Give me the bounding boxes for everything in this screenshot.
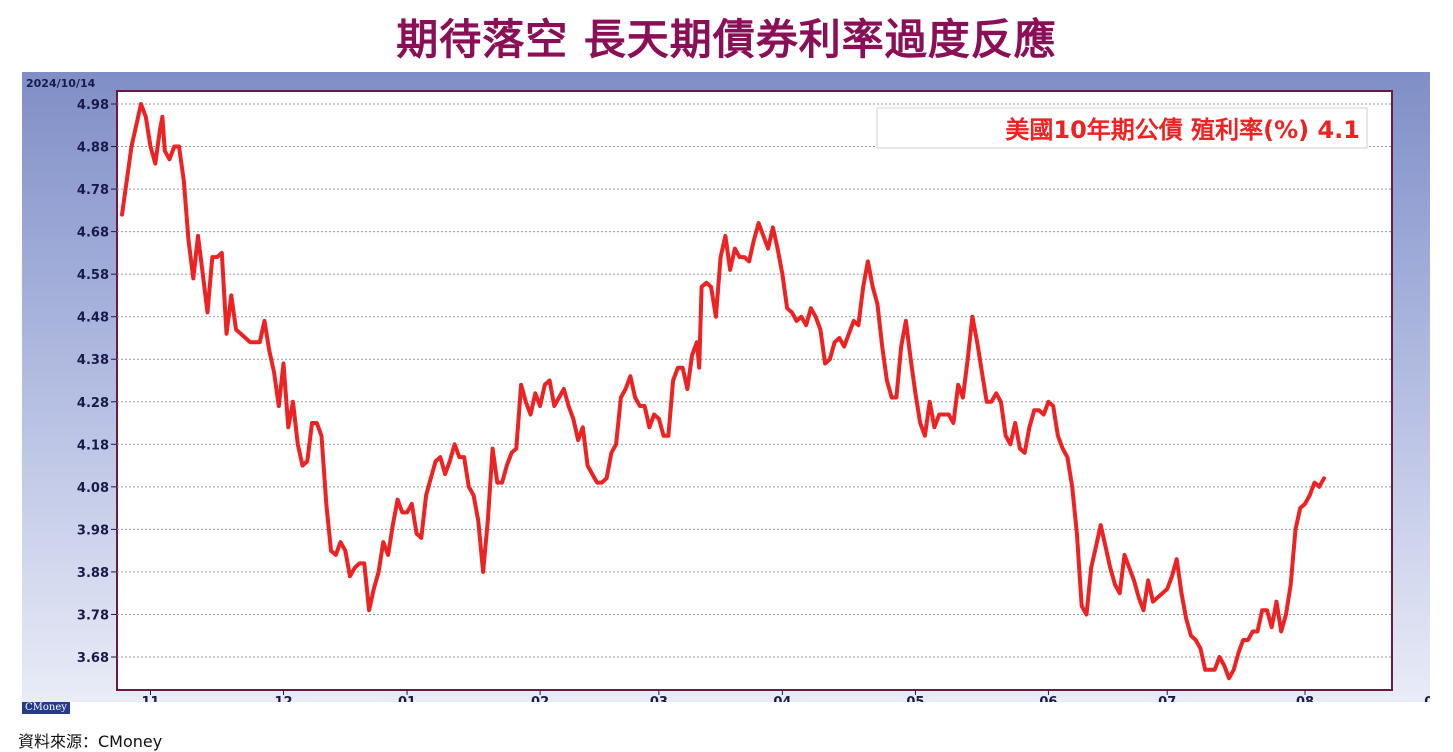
y-tick-label-2: 4.78 <box>77 183 109 198</box>
series-line <box>120 102 1326 681</box>
cmoney-watermark: CMoney <box>22 702 70 714</box>
x-tick-label-1: 12 <box>274 695 292 702</box>
x-tick-label-7: 06 <box>1039 695 1057 702</box>
y-tick-label-7: 4.28 <box>77 396 109 411</box>
y-tick-label-3: 4.68 <box>77 226 109 241</box>
x-tick-label-4: 03 <box>650 695 668 702</box>
y-tick-label-10: 3.98 <box>77 523 109 538</box>
y-tick-label-12: 3.78 <box>77 608 109 623</box>
x-tick-label-3: 02 <box>531 695 549 702</box>
x-tick-label-0: 11 <box>141 695 159 702</box>
x-axis: 1112012024020304050607080910 <box>141 690 1430 702</box>
y-tick-label-13: 3.68 <box>77 651 109 666</box>
data-source-note: 資料來源：CMoney <box>18 732 163 751</box>
y-tick-label-8: 4.18 <box>77 438 109 453</box>
y-tick-label-9: 4.08 <box>77 481 109 496</box>
x-tick-label-8: 07 <box>1158 695 1176 702</box>
y-tick-label-4: 4.58 <box>77 268 109 283</box>
annotation-box <box>876 107 1368 149</box>
x-tick-label-6: 05 <box>906 695 924 702</box>
chart-date-label: 2024/10/14 <box>26 77 96 90</box>
y-tick-label-11: 3.88 <box>77 566 109 581</box>
plot-area <box>116 90 1393 691</box>
page-title: 期待落空 長天期債券利率過度反應 <box>396 15 1057 64</box>
x-tick-label-9: 08 <box>1296 695 1314 702</box>
x-tick-label-10: 09 <box>1424 695 1430 702</box>
x-tick-label-5: 04 <box>773 695 791 702</box>
y-tick-label-0: 4.98 <box>77 98 109 113</box>
y-tick-label-6: 4.38 <box>77 353 109 368</box>
y-tick-label-1: 4.88 <box>77 141 109 156</box>
yield-line-chart: 2024/10/14 4.984.884.784.684.584.484.384… <box>26 77 1430 702</box>
x-tick-label-2: 01 <box>398 695 416 702</box>
chart-panel: 2024/10/14 4.98 4.88 4.78 4.68 4.58 4.48 4.38 4… <box>22 72 1430 702</box>
y-axis: 4.98 4.88 4.78 4.68 4.58 4.48 4.38 4.28 4.18 4.08… <box>77 98 117 666</box>
grid-lines <box>117 103 1392 658</box>
y-tick-label-5: 4.48 <box>77 311 109 326</box>
annotation-text: 美國10年期公債 殖利率(%) 4.1 <box>1005 116 1360 144</box>
